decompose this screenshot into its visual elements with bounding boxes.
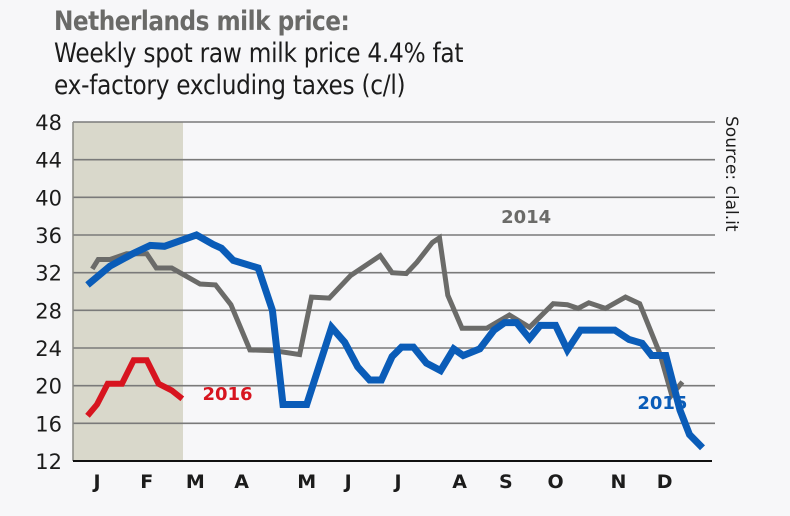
y-tick-label: 40	[35, 186, 62, 210]
chart-title: Netherlands milk price:	[54, 6, 350, 37]
series-line-2015	[85, 231, 705, 451]
series-lines	[85, 231, 705, 451]
y-tick-label: 32	[35, 262, 62, 286]
x-tick-label: N	[610, 471, 626, 493]
y-tick-label: 28	[35, 299, 62, 323]
x-tick-label: M	[186, 471, 205, 493]
x-tick-label: M	[297, 471, 316, 493]
y-tick-label: 36	[35, 224, 62, 248]
x-tick-label: D	[657, 471, 673, 493]
title-block: Netherlands milk price: Weekly spot raw …	[54, 6, 530, 102]
chart-subtitle-line-1: Weekly spot raw milk price 4.4% fat	[54, 38, 464, 69]
y-tick-label: 44	[35, 149, 62, 173]
series-label-2016: 2016	[202, 384, 252, 405]
x-tick-label: F	[140, 471, 153, 493]
x-tick-label: S	[499, 471, 513, 493]
series-labels: 2014 2015 2016	[202, 207, 687, 414]
x-tick-label: O	[548, 471, 564, 493]
y-tick-label: 20	[35, 375, 62, 399]
y-tick-label: 48	[35, 111, 62, 135]
x-tick-label: J	[343, 471, 352, 493]
chart-subtitle-line-2: ex-factory excluding taxes (c/l)	[54, 70, 406, 101]
y-tick-label: 24	[35, 337, 62, 361]
series-label-2014: 2014	[501, 207, 551, 228]
y-tick-label: 12	[35, 450, 62, 474]
shaded-region-2016	[73, 122, 183, 461]
x-tick-label: J	[392, 471, 401, 493]
series-line-2016	[85, 357, 185, 418]
series-line-2014	[90, 233, 685, 401]
y-tick-label: 16	[35, 412, 62, 436]
series-label-2015: 2015	[637, 393, 687, 414]
x-tick-label: J	[91, 471, 100, 493]
source-label: Source: clal.it	[721, 116, 741, 232]
x-tick-label: A	[452, 471, 467, 493]
y-axis-tick-labels: 48 44 40 36 32 28 24 20 16 12	[35, 111, 62, 474]
x-tick-label: A	[234, 471, 249, 493]
